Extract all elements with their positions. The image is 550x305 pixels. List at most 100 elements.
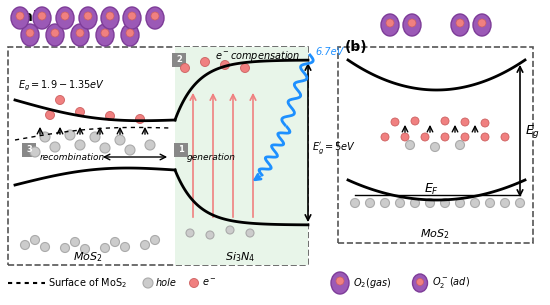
- Circle shape: [40, 132, 50, 142]
- Circle shape: [84, 12, 92, 20]
- Circle shape: [20, 241, 30, 249]
- Circle shape: [501, 133, 509, 141]
- Ellipse shape: [11, 7, 29, 29]
- Circle shape: [100, 143, 110, 153]
- Circle shape: [455, 141, 465, 149]
- Circle shape: [30, 235, 40, 245]
- Ellipse shape: [331, 272, 349, 294]
- Circle shape: [145, 140, 155, 150]
- Ellipse shape: [46, 24, 64, 46]
- Ellipse shape: [21, 24, 39, 46]
- FancyBboxPatch shape: [174, 143, 188, 157]
- Circle shape: [401, 133, 409, 141]
- Circle shape: [441, 133, 449, 141]
- Ellipse shape: [121, 24, 139, 46]
- Circle shape: [120, 242, 129, 252]
- Ellipse shape: [403, 14, 421, 36]
- Ellipse shape: [33, 7, 51, 29]
- Circle shape: [366, 199, 375, 207]
- Circle shape: [101, 29, 109, 37]
- Circle shape: [26, 29, 34, 37]
- Ellipse shape: [381, 14, 399, 36]
- Text: $O_2^-(ad)$: $O_2^-(ad)$: [432, 275, 470, 290]
- Circle shape: [126, 29, 134, 37]
- FancyBboxPatch shape: [172, 53, 186, 67]
- Text: recombination: recombination: [40, 153, 105, 162]
- Text: $E_g$: $E_g$: [525, 123, 540, 139]
- Circle shape: [431, 142, 439, 152]
- Text: $e^-$: $e^-$: [202, 278, 217, 289]
- Circle shape: [80, 245, 90, 253]
- Circle shape: [441, 199, 449, 207]
- Circle shape: [246, 229, 254, 237]
- Text: generation: generation: [187, 153, 236, 162]
- Circle shape: [201, 58, 210, 66]
- Ellipse shape: [473, 14, 491, 36]
- Text: 1: 1: [178, 145, 184, 154]
- Ellipse shape: [96, 24, 114, 46]
- Text: Surface of MoS$_2$: Surface of MoS$_2$: [48, 276, 127, 290]
- Circle shape: [38, 12, 46, 20]
- Circle shape: [16, 12, 24, 20]
- Circle shape: [461, 133, 469, 141]
- Circle shape: [46, 110, 54, 120]
- Circle shape: [240, 63, 250, 73]
- Text: 6.7eV: 6.7eV: [315, 47, 343, 57]
- Circle shape: [135, 114, 145, 124]
- Ellipse shape: [79, 7, 97, 29]
- Ellipse shape: [146, 7, 164, 29]
- Circle shape: [426, 199, 434, 207]
- Circle shape: [206, 231, 214, 239]
- Circle shape: [456, 19, 464, 27]
- Circle shape: [500, 199, 509, 207]
- Text: $E_F$: $E_F$: [425, 182, 439, 197]
- Ellipse shape: [71, 24, 89, 46]
- Circle shape: [143, 278, 153, 288]
- Circle shape: [416, 278, 424, 285]
- Circle shape: [70, 238, 80, 246]
- Circle shape: [441, 117, 449, 125]
- Circle shape: [140, 241, 150, 249]
- Text: $E_g^\prime = 5eV$: $E_g^\prime = 5eV$: [312, 140, 356, 156]
- Circle shape: [151, 12, 159, 20]
- Circle shape: [478, 19, 486, 27]
- Circle shape: [486, 199, 494, 207]
- Ellipse shape: [101, 7, 119, 29]
- Circle shape: [76, 29, 84, 37]
- Circle shape: [461, 118, 469, 126]
- Circle shape: [75, 140, 85, 150]
- Circle shape: [60, 243, 69, 253]
- Text: (a): (a): [18, 10, 40, 24]
- Text: 2: 2: [176, 55, 182, 64]
- Text: hole: hole: [156, 278, 177, 288]
- Circle shape: [128, 12, 136, 20]
- Ellipse shape: [123, 7, 141, 29]
- Ellipse shape: [412, 274, 427, 292]
- Text: MoS$_2$: MoS$_2$: [420, 227, 450, 241]
- Circle shape: [381, 199, 389, 207]
- Text: (b): (b): [345, 40, 367, 54]
- Text: 3: 3: [26, 145, 32, 154]
- Text: Si$_3$N$_4$: Si$_3$N$_4$: [225, 250, 255, 264]
- Circle shape: [190, 278, 199, 288]
- Bar: [175, 47, 308, 265]
- Text: $O_2(gas)$: $O_2(gas)$: [353, 276, 391, 290]
- Circle shape: [410, 199, 420, 207]
- Circle shape: [408, 19, 416, 27]
- Circle shape: [106, 112, 114, 120]
- Circle shape: [455, 199, 465, 207]
- FancyBboxPatch shape: [338, 47, 533, 243]
- Circle shape: [186, 229, 194, 237]
- Circle shape: [65, 130, 75, 140]
- Circle shape: [30, 147, 40, 157]
- Circle shape: [56, 95, 64, 105]
- Circle shape: [51, 29, 59, 37]
- Circle shape: [391, 118, 399, 126]
- Circle shape: [395, 199, 404, 207]
- Text: $e^-$compensation: $e^-$compensation: [215, 49, 300, 63]
- Circle shape: [61, 12, 69, 20]
- Circle shape: [75, 107, 85, 117]
- Circle shape: [481, 133, 489, 141]
- Text: MoS$_2$: MoS$_2$: [73, 250, 103, 264]
- Circle shape: [470, 199, 480, 207]
